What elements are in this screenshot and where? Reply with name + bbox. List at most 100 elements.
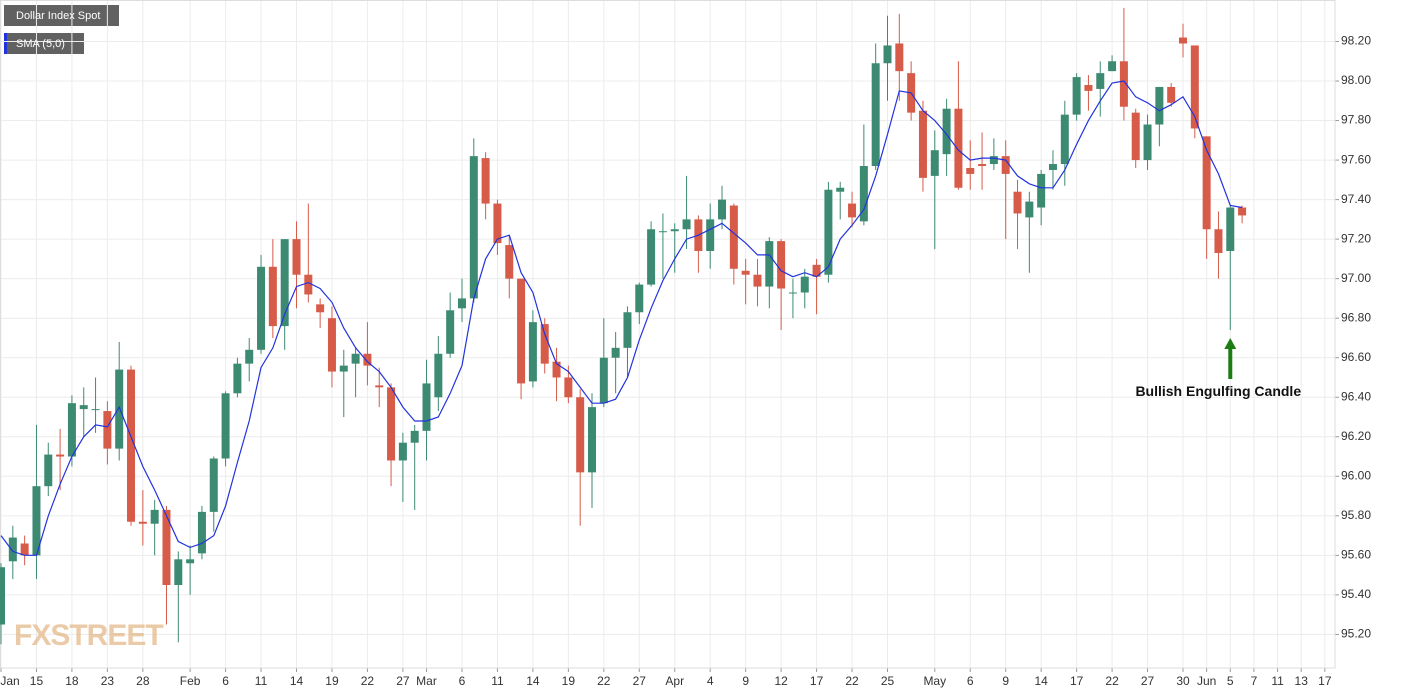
candle-body	[292, 239, 301, 275]
y-tick-label: 97.40	[1341, 192, 1371, 206]
x-tick-label: 6	[967, 674, 974, 688]
candle-body	[859, 166, 868, 222]
candle-body	[1119, 61, 1128, 107]
candle-body	[1131, 112, 1140, 161]
x-tick-label: Feb	[180, 674, 201, 688]
candle-body	[753, 274, 762, 287]
candle-body	[197, 511, 206, 554]
x-tick-label: 11	[255, 674, 268, 688]
candle-body	[788, 292, 797, 294]
candle-body	[422, 383, 431, 431]
candle-body	[1072, 77, 1081, 115]
candle-body	[599, 357, 608, 404]
legend-label: SMA (5,0)	[16, 38, 65, 50]
candle-body	[918, 110, 927, 178]
x-tick-label: 27	[633, 674, 647, 688]
candle-body	[245, 349, 254, 364]
x-tick-label: 13	[1295, 674, 1309, 688]
candle-body	[848, 203, 857, 218]
candle-body	[540, 324, 549, 364]
candle-body	[670, 229, 679, 232]
x-tick-label: 18	[65, 674, 79, 688]
annotation-arrow	[1224, 338, 1237, 380]
x-tick-label: 22	[845, 674, 859, 688]
candle-body	[0, 567, 5, 625]
candle-body	[682, 219, 691, 230]
candle-body	[398, 442, 407, 461]
candle-body	[209, 458, 218, 512]
candle-body	[304, 274, 313, 295]
candle-body	[469, 156, 478, 299]
candle-body	[138, 521, 147, 524]
x-tick-label: 23	[101, 674, 115, 688]
x-tick-label: 5	[1227, 674, 1234, 688]
candle-body	[8, 537, 17, 562]
candle-body	[162, 509, 171, 585]
candle-body	[127, 369, 136, 522]
y-tick-label: 96.80	[1341, 310, 1371, 324]
x-tick-label: 17	[1070, 674, 1084, 688]
candle-body	[1096, 73, 1105, 89]
x-tick-label: Apr	[665, 674, 684, 688]
x-tick-label: 19	[562, 674, 576, 688]
y-tick-label: 97.00	[1341, 271, 1371, 285]
candle-body	[233, 363, 242, 394]
x-tick-label: 9	[742, 674, 749, 688]
candle-body	[623, 312, 632, 348]
x-tick-label: 14	[1034, 674, 1048, 688]
candle-body	[1155, 86, 1164, 125]
y-tick-label: 96.00	[1341, 468, 1371, 482]
x-tick-label: 22	[597, 674, 611, 688]
candle-body	[221, 393, 230, 459]
candle-body	[942, 108, 951, 155]
candle-body	[930, 150, 939, 176]
candle-body	[103, 411, 112, 449]
x-tick-label: 27	[396, 674, 410, 688]
candle-body	[1048, 164, 1057, 170]
x-tick-label: 4	[707, 674, 714, 688]
y-tick-label: 96.40	[1341, 389, 1371, 403]
y-tick-label: 95.20	[1341, 627, 1371, 641]
candle-body	[635, 284, 644, 313]
y-tick-label: 96.20	[1341, 429, 1371, 443]
x-tick-label: 12	[774, 674, 788, 688]
y-tick-label: 97.80	[1341, 113, 1371, 127]
candle-body	[1167, 86, 1176, 103]
x-tick-label: 14	[526, 674, 540, 688]
x-tick-label: 11	[491, 674, 504, 688]
candle-body	[1025, 201, 1034, 218]
candle-body	[1214, 229, 1223, 253]
x-tick-label: 15	[30, 674, 44, 688]
candle-body	[446, 310, 455, 354]
candle-body	[387, 387, 396, 461]
legend-title-box	[4, 5, 119, 26]
x-tick-label: 7	[1251, 674, 1258, 688]
candle-body	[410, 430, 419, 443]
x-tick-label: 30	[1176, 674, 1190, 688]
candle-body	[647, 229, 656, 285]
x-tick-label: 28	[136, 674, 150, 688]
candle-body	[871, 63, 880, 167]
y-tick-label: 95.40	[1341, 587, 1371, 601]
x-tick-label: 27	[1141, 674, 1155, 688]
x-tick-label: 9	[1002, 674, 1009, 688]
candle-body	[517, 278, 526, 384]
y-tick-label: 97.60	[1341, 152, 1371, 166]
candle-body	[611, 347, 620, 358]
candle-body	[493, 203, 502, 244]
candle-body	[954, 108, 963, 188]
candle-body	[280, 239, 289, 327]
candle-body	[824, 189, 833, 275]
candle-body	[174, 559, 183, 585]
y-tick-label: 98.00	[1341, 73, 1371, 87]
candle-body	[812, 264, 821, 277]
candle-body	[186, 559, 195, 564]
legend-box	[4, 33, 84, 54]
candle-body	[966, 167, 975, 174]
y-tick-label: 95.60	[1341, 548, 1371, 562]
x-tick-label: 17	[810, 674, 824, 688]
x-tick-label: 6	[459, 674, 466, 688]
candle-body	[56, 454, 65, 457]
candle-body	[836, 187, 845, 192]
candle-body	[351, 353, 360, 364]
